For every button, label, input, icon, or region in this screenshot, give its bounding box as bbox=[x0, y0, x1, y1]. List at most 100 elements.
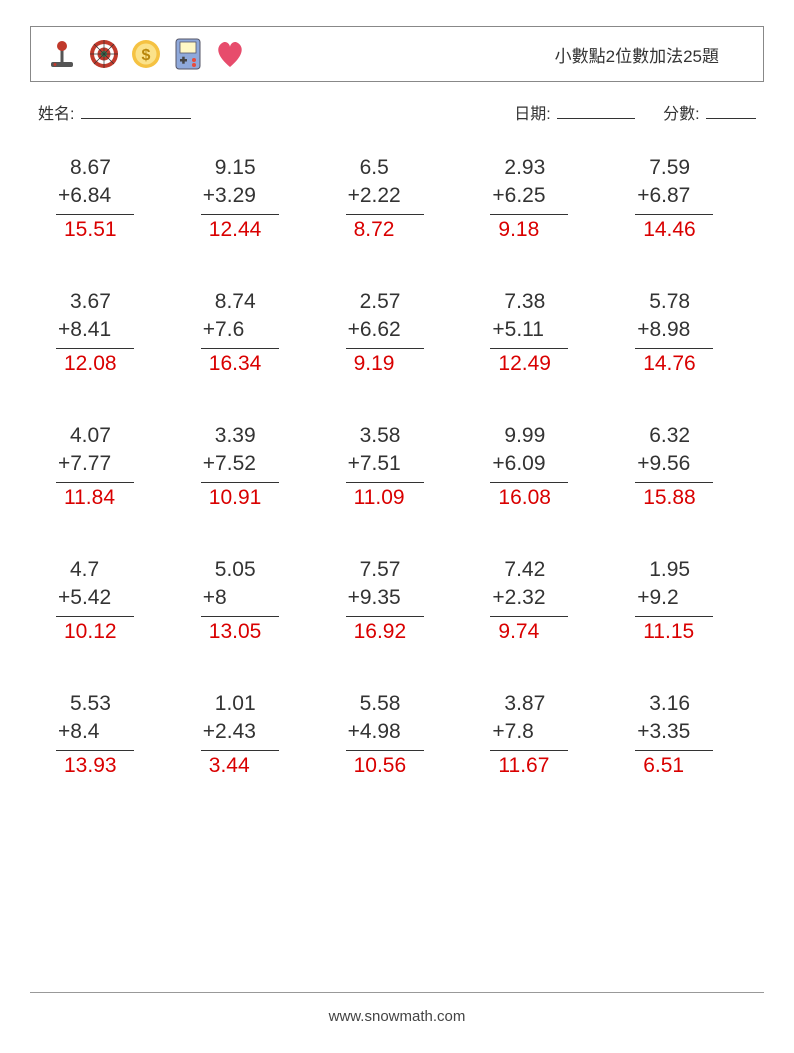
score-blank bbox=[706, 103, 756, 119]
problem-rule bbox=[490, 616, 568, 617]
answer: 13.05 bbox=[195, 618, 262, 646]
problem-rule bbox=[346, 616, 424, 617]
operand-2: +9.2 bbox=[629, 584, 678, 612]
header-box: $ 小數點2位數加法25題 bbox=[30, 26, 764, 82]
answer: 11.84 bbox=[50, 484, 115, 512]
problem-18: 7.57+9.3516.92 bbox=[340, 556, 455, 646]
answer: 13.93 bbox=[50, 752, 117, 780]
operand-2: +5.42 bbox=[50, 584, 111, 612]
problem-6: 3.67+8.4112.08 bbox=[50, 288, 165, 378]
problem-11: 4.07+7.7711.84 bbox=[50, 422, 165, 512]
problem-rule bbox=[635, 616, 713, 617]
problem-25: 3.16+3.356.51 bbox=[629, 690, 744, 780]
answer: 6.51 bbox=[629, 752, 684, 780]
answer: 14.46 bbox=[629, 216, 696, 244]
score-field: 分數: bbox=[663, 100, 756, 124]
operand-1: 4.7 bbox=[50, 556, 99, 584]
answer: 12.08 bbox=[50, 350, 117, 378]
joystick-icon bbox=[45, 37, 79, 71]
header-icons: $ bbox=[45, 37, 247, 71]
operand-2: +7.52 bbox=[195, 450, 256, 478]
answer: 8.72 bbox=[340, 216, 395, 244]
operand-2: +7.8 bbox=[484, 718, 533, 746]
operand-2: +9.35 bbox=[340, 584, 401, 612]
heart-icon bbox=[213, 37, 247, 71]
answer: 16.92 bbox=[340, 618, 407, 646]
problem-14: 9.99+6.09 16.08 bbox=[484, 422, 599, 512]
coin-icon: $ bbox=[129, 37, 163, 71]
problem-rule bbox=[635, 214, 713, 215]
problem-4: 2.93+6.259.18 bbox=[484, 154, 599, 244]
problem-9: 7.38+5.1112.49 bbox=[484, 288, 599, 378]
operand-1: 5.53 bbox=[50, 690, 111, 718]
problem-rule bbox=[346, 482, 424, 483]
answer: 15.88 bbox=[629, 484, 696, 512]
name-field: 姓名: bbox=[38, 100, 191, 124]
problem-rule bbox=[56, 750, 134, 751]
answer: 3.44 bbox=[195, 752, 250, 780]
problem-22: 1.01+2.433.44 bbox=[195, 690, 310, 780]
operand-1: 2.57 bbox=[340, 288, 401, 316]
operand-1: 9.99 bbox=[484, 422, 545, 450]
problem-rule bbox=[201, 616, 279, 617]
operand-2: +3.29 bbox=[195, 182, 256, 210]
problem-rule bbox=[490, 348, 568, 349]
problem-21: 5.53+8.4 13.93 bbox=[50, 690, 165, 780]
problem-rule bbox=[635, 348, 713, 349]
answer: 15.51 bbox=[50, 216, 117, 244]
gameboy-icon bbox=[171, 37, 205, 71]
problem-rule bbox=[56, 348, 134, 349]
answer: 11.15 bbox=[629, 618, 694, 646]
problem-19: 7.42+2.329.74 bbox=[484, 556, 599, 646]
problem-rule bbox=[201, 214, 279, 215]
operand-2: +8.4 bbox=[50, 718, 99, 746]
operand-1: 1.95 bbox=[629, 556, 690, 584]
operand-2: +6.25 bbox=[484, 182, 545, 210]
answer: 10.91 bbox=[195, 484, 262, 512]
problem-17: 5.05+8 13.05 bbox=[195, 556, 310, 646]
problem-rule bbox=[635, 482, 713, 483]
problem-rule bbox=[635, 750, 713, 751]
problem-rule bbox=[201, 348, 279, 349]
operand-1: 4.07 bbox=[50, 422, 111, 450]
operand-1: 3.16 bbox=[629, 690, 690, 718]
problem-rule bbox=[201, 750, 279, 751]
date-blank bbox=[557, 103, 635, 119]
name-label: 姓名: bbox=[38, 106, 74, 123]
problem-2: 9.15+3.2912.44 bbox=[195, 154, 310, 244]
problem-7: 8.74+7.616.34 bbox=[195, 288, 310, 378]
operand-1: 5.78 bbox=[629, 288, 690, 316]
problem-rule bbox=[346, 214, 424, 215]
problem-rule bbox=[346, 348, 424, 349]
operand-1: 5.05 bbox=[195, 556, 256, 584]
operand-2: +4.98 bbox=[340, 718, 401, 746]
date-field: 日期: bbox=[514, 100, 635, 124]
operand-2: +6.09 bbox=[484, 450, 545, 478]
score-label: 分數: bbox=[663, 106, 699, 123]
problem-13: 3.58+7.5111.09 bbox=[340, 422, 455, 512]
operand-1: 7.59 bbox=[629, 154, 690, 182]
footer-url: www.snowmath.com bbox=[0, 1008, 794, 1025]
problem-rule bbox=[201, 482, 279, 483]
answer: 12.44 bbox=[195, 216, 262, 244]
answer: 16.08 bbox=[484, 484, 551, 512]
meta-row: 姓名: 日期: 分數: bbox=[30, 96, 764, 132]
problem-grid: 8.67+6.8415.519.15+3.2912.446.5+2.228.72… bbox=[30, 132, 764, 780]
problem-rule bbox=[56, 214, 134, 215]
operand-2: +6.84 bbox=[50, 182, 111, 210]
operand-1: 7.42 bbox=[484, 556, 545, 584]
problem-rule bbox=[490, 482, 568, 483]
operand-1: 3.87 bbox=[484, 690, 545, 718]
operand-1: 6.5 bbox=[340, 154, 389, 182]
answer: 9.74 bbox=[484, 618, 539, 646]
answer: 11.09 bbox=[340, 484, 405, 512]
operand-1: 3.58 bbox=[340, 422, 401, 450]
operand-1: 8.74 bbox=[195, 288, 256, 316]
operand-1: 5.58 bbox=[340, 690, 401, 718]
operand-2: +5.11 bbox=[484, 316, 544, 344]
problem-rule bbox=[490, 214, 568, 215]
operand-2: +8 bbox=[195, 584, 227, 612]
date-label: 日期: bbox=[514, 106, 550, 123]
problem-rule bbox=[56, 482, 134, 483]
operand-2: +7.6 bbox=[195, 316, 244, 344]
